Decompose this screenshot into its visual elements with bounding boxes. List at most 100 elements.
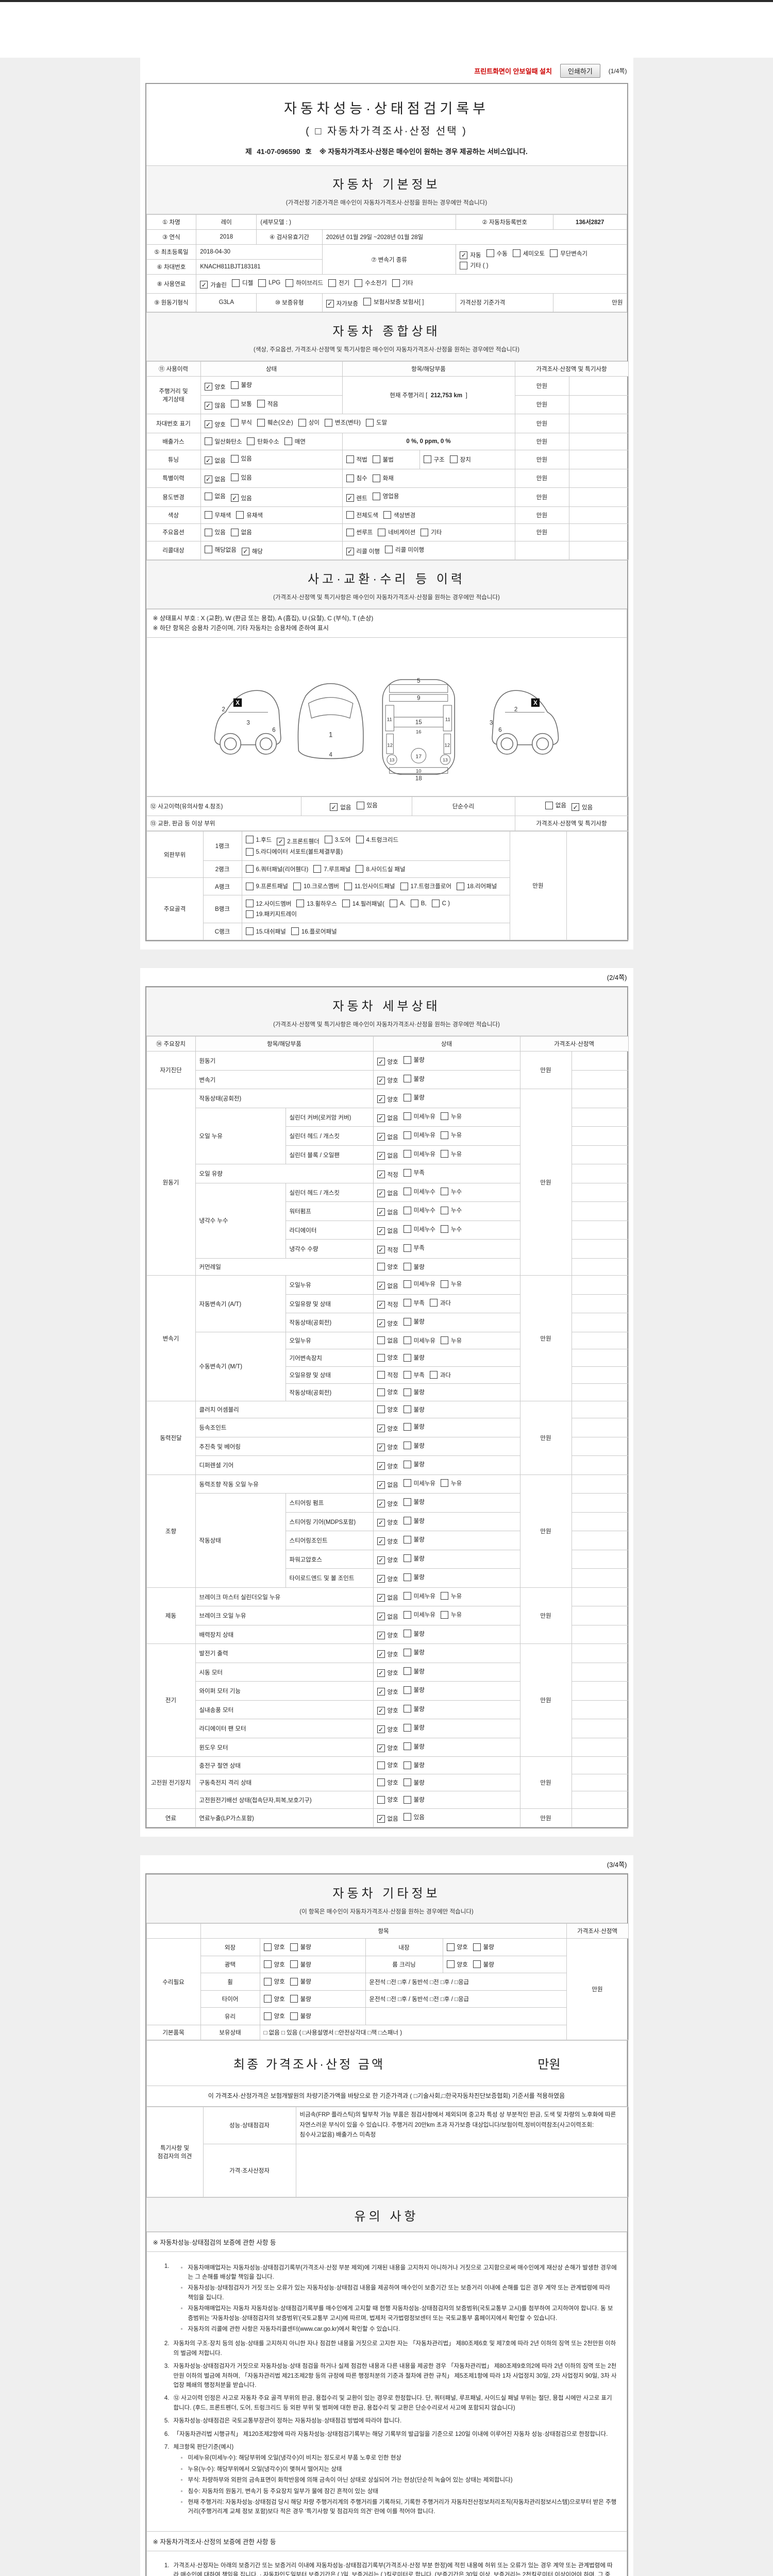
checkbox-양호[interactable]: 양호 xyxy=(377,1319,398,1328)
checkbox-보험사보증 보험사[ ][interactable]: 보험사보증 보험사[ ] xyxy=(363,298,424,306)
checkbox-5.라디에이터 서포트(볼트체결부품)[interactable]: 5.라디에이터 서포트(볼트체결부품) xyxy=(245,848,343,856)
checkbox-불량[interactable]: 불량 xyxy=(403,1535,425,1544)
checkbox-불량[interactable]: 불량 xyxy=(403,1778,425,1787)
checkbox-불량[interactable]: 불량 xyxy=(403,1554,425,1563)
checkbox-불량[interactable]: 불량 xyxy=(403,1630,425,1638)
checkbox-기타[interactable]: 기타 xyxy=(421,528,442,536)
checkbox-화재[interactable]: 화재 xyxy=(372,474,394,482)
checkbox-양호[interactable]: 양호 xyxy=(377,1537,398,1546)
checkbox-양호[interactable]: 양호 xyxy=(377,1706,398,1715)
checkbox-B,[interactable]: B, xyxy=(410,900,427,908)
checkbox-불량[interactable]: 불량 xyxy=(403,1517,425,1525)
checkbox-자동[interactable]: 자동 xyxy=(460,251,481,259)
checkbox-미세누유[interactable]: 미세누유 xyxy=(403,1280,435,1288)
checkbox-누유[interactable]: 누유 xyxy=(441,1150,462,1158)
checkbox-양호[interactable]: 양호 xyxy=(377,1518,398,1527)
checkbox-적정[interactable]: 적정 xyxy=(377,1371,398,1379)
checkbox-불량[interactable]: 불량 xyxy=(403,1353,425,1362)
checkbox-양호[interactable]: 양호 xyxy=(377,1443,398,1451)
checkbox-양호[interactable]: 양호 xyxy=(377,1761,398,1769)
checkbox-미세누유[interactable]: 미세누유 xyxy=(403,1336,435,1345)
checkbox-양호[interactable]: 양호 xyxy=(377,1669,398,1677)
checkbox-불량[interactable]: 불량 xyxy=(403,1667,425,1675)
checkbox-도말[interactable]: 도말 xyxy=(365,418,387,427)
checkbox-없음[interactable]: 없음 xyxy=(377,1189,398,1197)
checkbox-2.프론트휀더[interactable]: 2.프론트휀더 xyxy=(277,837,320,845)
checkbox-양호[interactable]: 양호 xyxy=(204,383,226,391)
checkbox-전기[interactable]: 전기 xyxy=(328,279,349,287)
checkbox-불량[interactable]: 불량 xyxy=(403,1075,425,1083)
checkbox-15.대쉬패널[interactable]: 15.대쉬패널 xyxy=(245,927,286,936)
checkbox-누유[interactable]: 누유 xyxy=(441,1280,462,1288)
checkbox-부족[interactable]: 부족 xyxy=(403,1244,425,1252)
checkbox-양호[interactable]: 양호 xyxy=(377,1500,398,1508)
checkbox-8.사이드실 패널[interactable]: 8.사이드실 패널 xyxy=(356,865,406,873)
checkbox-미세누유[interactable]: 미세누유 xyxy=(403,1150,435,1158)
checkbox-없음[interactable]: 없음 xyxy=(204,456,226,465)
checkbox-양호[interactable]: 양호 xyxy=(377,1405,398,1414)
checkbox-양호[interactable]: 양호 xyxy=(377,1353,398,1362)
checkbox-미세누수[interactable]: 미세누수 xyxy=(403,1188,435,1196)
checkbox-디젤[interactable]: 디젤 xyxy=(232,279,253,287)
checkbox-미세누유[interactable]: 미세누유 xyxy=(403,1112,435,1121)
checkbox-영업용[interactable]: 영업용 xyxy=(372,492,399,500)
checkbox-없음[interactable]: 없음 xyxy=(230,528,252,536)
checkbox-불량[interactable]: 불량 xyxy=(290,1943,311,1951)
print-button[interactable]: 인쇄하기 xyxy=(560,64,600,78)
checkbox-18.리어패널[interactable]: 18.리어패널 xyxy=(456,882,497,890)
checkbox-불량[interactable]: 불량 xyxy=(290,1977,311,1986)
checkbox-불량[interactable]: 불량 xyxy=(403,1761,425,1769)
checkbox-불량[interactable]: 불량 xyxy=(290,1960,311,1969)
checkbox-1.후드[interactable]: 1.후드 xyxy=(245,836,272,844)
checkbox-불량[interactable]: 불량 xyxy=(403,1405,425,1414)
checkbox-리콜 미이행[interactable]: 리콜 미이행 xyxy=(385,546,424,554)
checkbox-불량[interactable]: 불량 xyxy=(403,1388,425,1396)
checkbox-불량[interactable]: 불량 xyxy=(290,2012,311,2020)
checkbox-없음[interactable]: 없음 xyxy=(377,1227,398,1235)
checkbox-LPG[interactable]: LPG xyxy=(258,279,280,287)
print-install-hint[interactable]: 프린트화면이 안보일때 설치 xyxy=(474,67,552,75)
checkbox-양호[interactable]: 양호 xyxy=(377,1744,398,1752)
checkbox-양호[interactable]: 양호 xyxy=(377,1263,398,1271)
checkbox-상이[interactable]: 상이 xyxy=(298,418,320,427)
checkbox-부족[interactable]: 부족 xyxy=(403,1168,425,1177)
checkbox-없음[interactable]: 없음 xyxy=(377,1613,398,1621)
checkbox-무단변속기[interactable]: 무단변속기 xyxy=(550,249,587,258)
checkbox-양호[interactable]: 양호 xyxy=(377,1778,398,1787)
checkbox-불량[interactable]: 불량 xyxy=(403,1795,425,1804)
checkbox-매연[interactable]: 매연 xyxy=(284,437,306,446)
checkbox-불량[interactable]: 불량 xyxy=(403,1422,425,1431)
checkbox-양호[interactable]: 양호 xyxy=(263,1943,285,1951)
checkbox-양호[interactable]: 양호 xyxy=(377,1095,398,1104)
checkbox-없음[interactable]: 없음 xyxy=(377,1282,398,1290)
checkbox-없음[interactable]: 없음 xyxy=(377,1208,398,1216)
checkbox-17.트렁크플로어[interactable]: 17.트렁크플로어 xyxy=(400,882,451,890)
checkbox-없음[interactable]: 없음 xyxy=(377,1336,398,1345)
checkbox-11.인사이드패널[interactable]: 11.인사이드패널 xyxy=(344,882,395,890)
checkbox-과다[interactable]: 과다 xyxy=(429,1371,451,1379)
checkbox-누유[interactable]: 누유 xyxy=(441,1131,462,1139)
checkbox-12.사이드멤버[interactable]: 12.사이드멤버 xyxy=(245,900,291,908)
checkbox-7.루프패널[interactable]: 7.루프패널 xyxy=(313,865,350,873)
checkbox-기타[interactable]: 기타 xyxy=(392,279,413,287)
checkbox-부족[interactable]: 부족 xyxy=(403,1371,425,1379)
checkbox-훼손(오손)[interactable]: 훼손(오손) xyxy=(257,418,293,427)
checkbox-C )[interactable]: C ) xyxy=(431,900,450,908)
checkbox-없음[interactable]: 없음 xyxy=(204,492,226,500)
checkbox-과다[interactable]: 과다 xyxy=(429,1299,451,1307)
checkbox-미세누유[interactable]: 미세누유 xyxy=(403,1131,435,1139)
checkbox-10.크로스멤버[interactable]: 10.크로스멤버 xyxy=(293,882,339,890)
checkbox-없음[interactable]: 없음 xyxy=(204,475,226,483)
checkbox-누수[interactable]: 누수 xyxy=(441,1225,462,1233)
checkbox-보통[interactable]: 보통 xyxy=(230,400,252,408)
checkbox-양호[interactable]: 양호 xyxy=(377,1058,398,1066)
checkbox-양호[interactable]: 양호 xyxy=(204,420,226,429)
checkbox-부식[interactable]: 부식 xyxy=(230,418,252,427)
checkbox-장치[interactable]: 장치 xyxy=(449,455,471,464)
checkbox-렌트[interactable]: 렌트 xyxy=(346,494,367,502)
checkbox-미세누수[interactable]: 미세누수 xyxy=(403,1225,435,1233)
checkbox-적정[interactable]: 적정 xyxy=(377,1171,398,1179)
checkbox-양호[interactable]: 양호 xyxy=(263,1977,285,1986)
checkbox-양호[interactable]: 양호 xyxy=(377,1556,398,1564)
checkbox-불량[interactable]: 불량 xyxy=(403,1573,425,1581)
